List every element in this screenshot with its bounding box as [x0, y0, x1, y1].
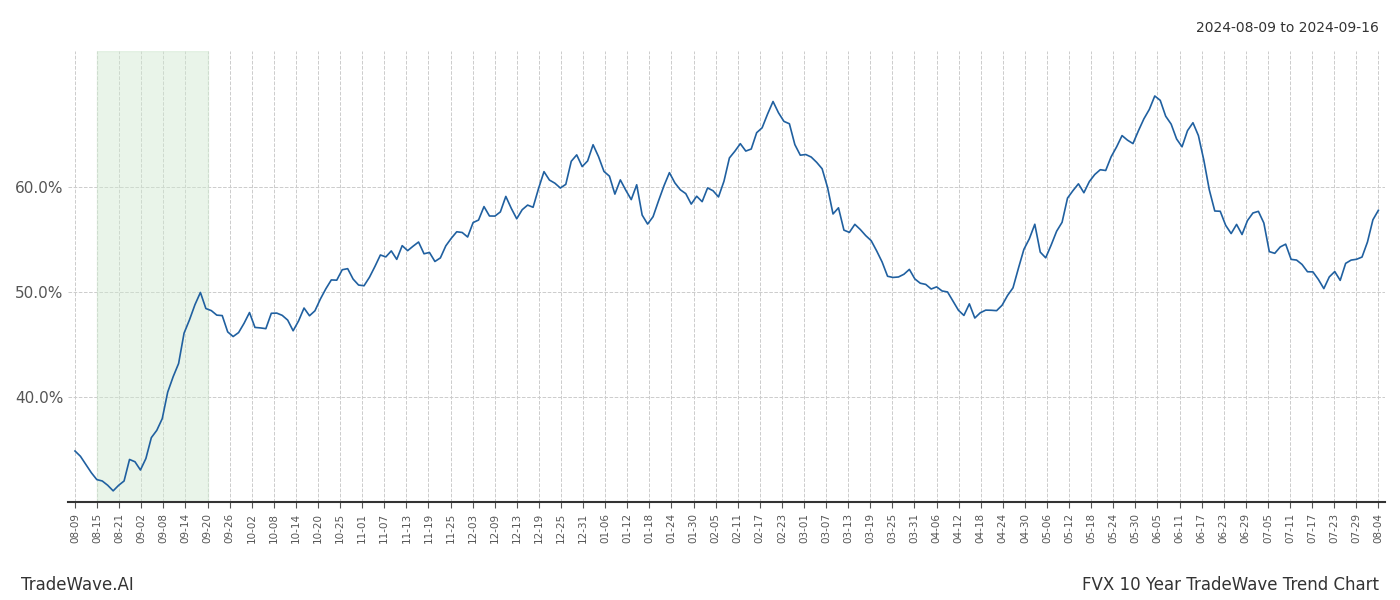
Text: TradeWave.AI: TradeWave.AI	[21, 576, 134, 594]
Bar	[97, 51, 207, 502]
Text: FVX 10 Year TradeWave Trend Chart: FVX 10 Year TradeWave Trend Chart	[1082, 576, 1379, 594]
Text: 2024-08-09 to 2024-09-16: 2024-08-09 to 2024-09-16	[1196, 21, 1379, 35]
